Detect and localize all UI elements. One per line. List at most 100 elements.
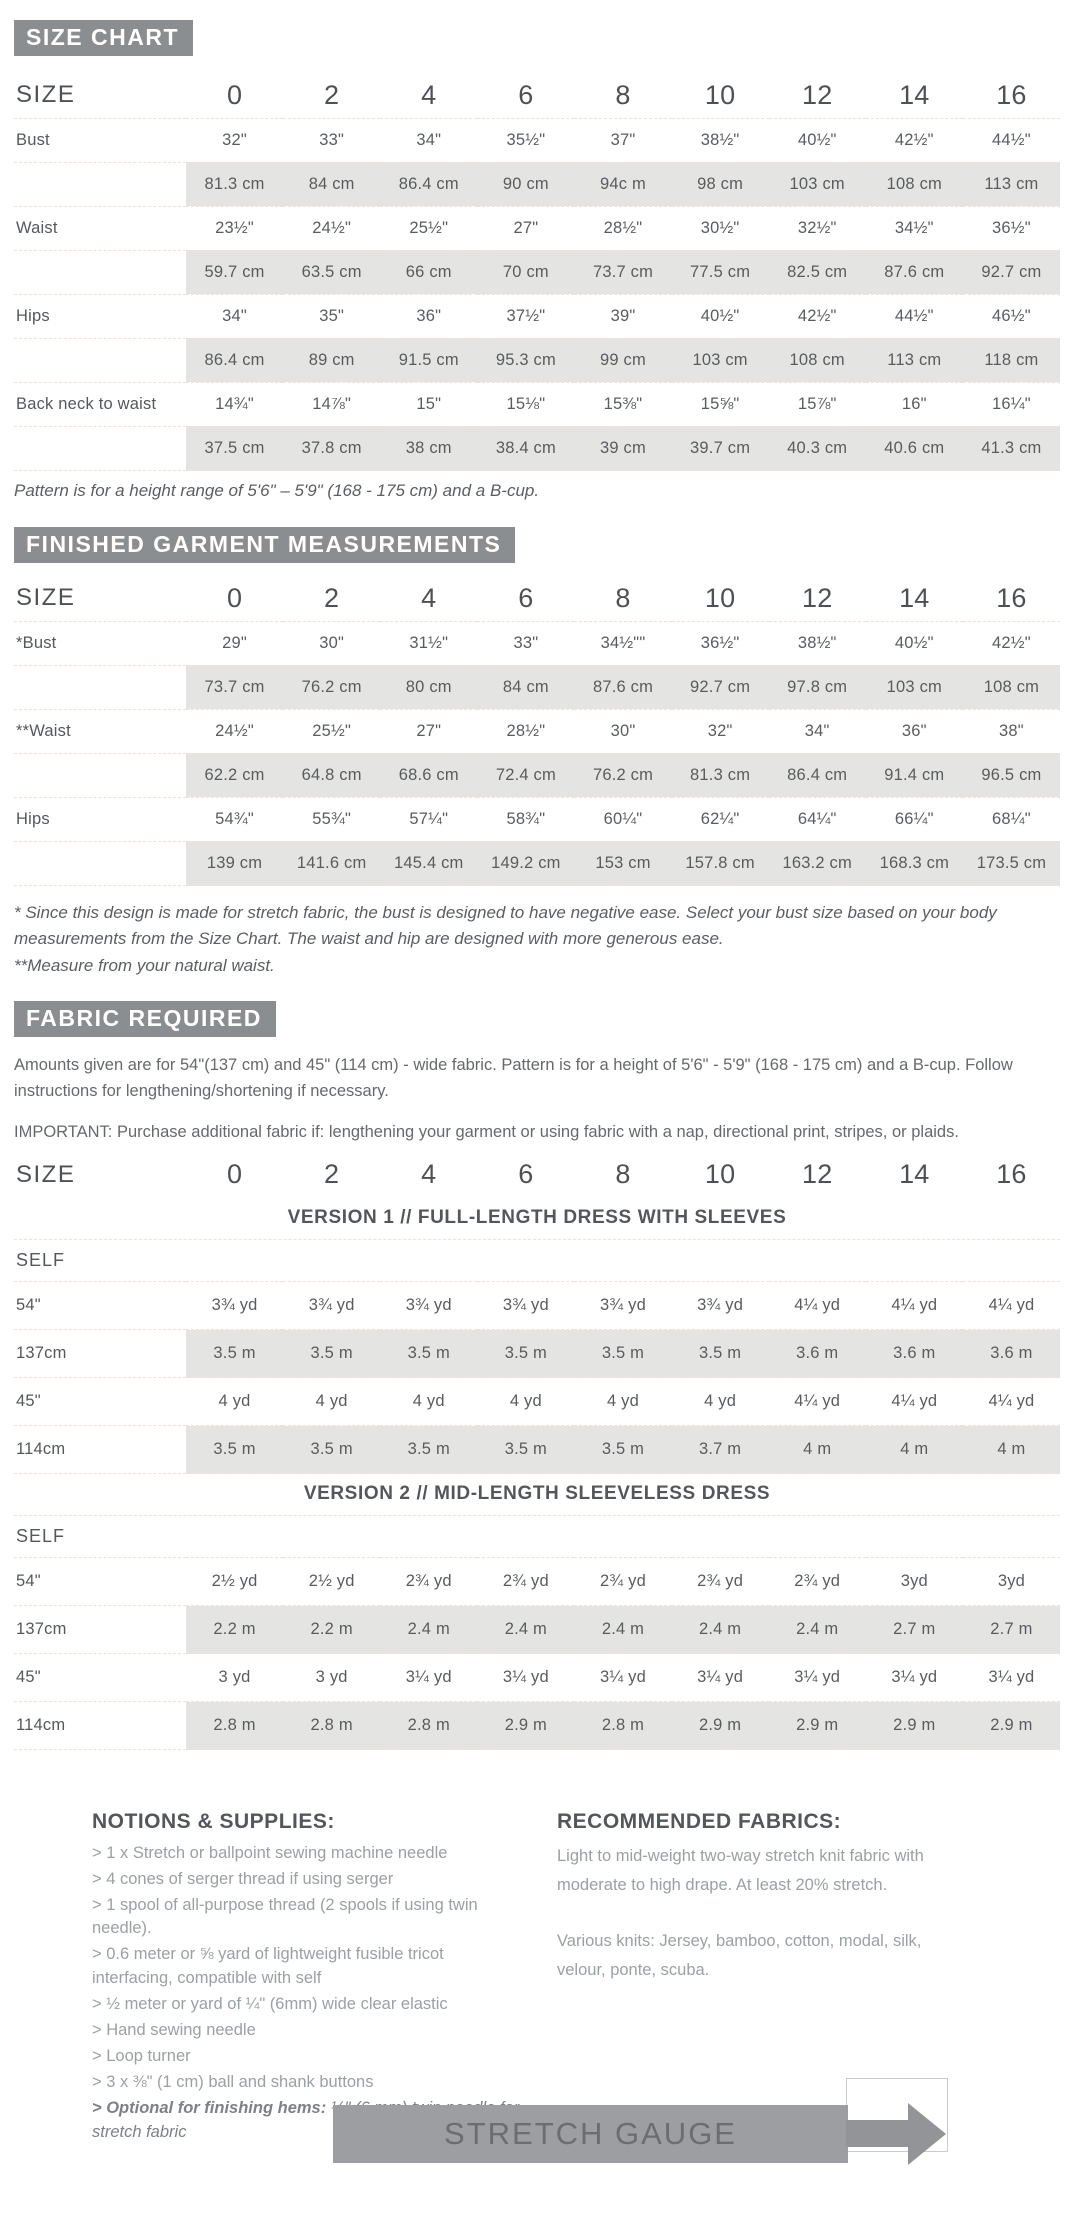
row-label: 137cm (14, 1606, 186, 1654)
fabric-value-cell: 3¼ yd (768, 1654, 866, 1702)
fabric-value-cell: 2.8 m (283, 1701, 381, 1750)
empty-cell (574, 1240, 672, 1282)
inches-value-cell: 14¾" (186, 382, 284, 426)
size-column-header: 2 (324, 582, 340, 613)
fabric-value-cell: 2.9 m (962, 1701, 1060, 1750)
inches-value-cell: 36" (865, 709, 963, 753)
inches-value-cell: 34" (380, 118, 478, 162)
fabric-amount-row: 137cm 2.2 m 2.2 m 2.4 m 2.4 m 2.4 m 2.4 m 2.4 m… (14, 1605, 1060, 1654)
cm-value-cell: 73.7 cm (574, 250, 672, 294)
inches-value-cell: 28½" (574, 206, 672, 250)
self-label: SELF (14, 1240, 186, 1282)
measurement-row-cm: 59.7 cm 63.5 cm 66 cm 70 cm 73.7 cm 77.5 cm 82… (14, 250, 1060, 294)
cm-value-cell: 63.5 cm (283, 250, 381, 294)
measurement-row-inches: Hips 54¾" 55¾" 57¼" 58¾" 60¼" 62¼" 64¼" 66¼" 68¼" (14, 797, 1060, 841)
inches-value-cell: 40½" (768, 118, 866, 162)
fabric-value-cell: 3.5 m (574, 1425, 672, 1474)
empty-cell (186, 1240, 284, 1282)
fabric-value-cell: 2.9 m (477, 1701, 575, 1750)
self-label: SELF (14, 1516, 186, 1558)
empty-cell (380, 1516, 478, 1558)
fabric-value-cell: 2¾ yd (380, 1558, 478, 1606)
cm-value-cell: 38 cm (380, 426, 478, 471)
row-label-spacer (14, 162, 186, 206)
recommended-fabrics-title: RECOMMENDED FABRICS: (557, 1809, 842, 1833)
empty-cell (671, 1516, 769, 1558)
notion-item: > 0.6 meter or ⅝ yard of lightweight fus… (92, 1945, 444, 1988)
fabric-value-cell: 2¾ yd (671, 1558, 769, 1606)
row-label-spacer (14, 426, 186, 471)
empty-cell (283, 1240, 381, 1282)
size-column-header: 8 (615, 1159, 631, 1190)
inches-value-cell: 30" (283, 621, 381, 665)
size-column-header: 12 (801, 79, 833, 110)
inches-value-cell: 44½" (962, 118, 1060, 162)
cm-value-cell: 145.4 cm (380, 841, 478, 886)
fabric-amount-row: 45" 4 yd 4 yd 4 yd 4 yd 4 yd 4 yd 4¼ yd 4¼ yd 4¼ … (14, 1378, 1060, 1426)
inches-value-cell: 15⅝" (671, 382, 769, 426)
cm-value-cell: 98 cm (671, 162, 769, 206)
notions-column: NOTIONS & SUPPLIES: > 1 x Stretch or bal… (92, 1810, 522, 2147)
cm-value-cell: 153 cm (574, 841, 672, 886)
size-column-header: 4 (421, 582, 437, 613)
fabric-value-cell: 3.5 m (186, 1329, 284, 1378)
cm-value-cell: 91.4 cm (865, 753, 963, 797)
inches-value-cell: 34" (186, 294, 284, 338)
recommended-fabrics-column: RECOMMENDED FABRICS: Light to mid-weight… (557, 1810, 957, 2147)
fabric-value-cell: 2.2 m (186, 1605, 284, 1654)
fabric-value-cell: 4 yd (380, 1378, 478, 1426)
fabric-value-cell: 2½ yd (283, 1558, 381, 1606)
size-column-header: 0 (226, 1159, 243, 1190)
fabric-value-cell: 4¼ yd (865, 1282, 963, 1330)
cm-value-cell: 139 cm (186, 841, 284, 886)
inches-value-cell: 31½" (380, 621, 478, 665)
inches-value-cell: 30" (574, 709, 672, 753)
inches-value-cell: 35" (283, 294, 381, 338)
notion-item: > 4 cones of serger thread if using serg… (92, 1869, 394, 1888)
cm-value-cell: 92.7 cm (671, 665, 769, 709)
fabric-value-cell: 4¼ yd (865, 1378, 963, 1426)
cm-value-cell: 66 cm (380, 250, 478, 294)
size-chart-table: SIZE 0 2 4 6 8 10 12 14 16 Bust 32" 33" 34" 35½" 37" 38½… (14, 72, 1060, 471)
size-column-header: 0 (226, 582, 243, 613)
inches-value-cell: 46½" (962, 294, 1060, 338)
notion-item: > 3 x ⅜" (1 cm) ball and shank buttons (92, 2073, 374, 2092)
cm-value-cell: 87.6 cm (574, 665, 672, 709)
row-label: Bust (14, 118, 186, 162)
inches-value-cell: 34" (768, 709, 866, 753)
fabric-value-cell: 3.5 m (671, 1329, 769, 1378)
cm-value-cell: 77.5 cm (671, 250, 769, 294)
inches-value-cell: 16¼" (962, 382, 1060, 426)
cm-value-cell: 108 cm (962, 665, 1060, 709)
cm-value-cell: 62.2 cm (186, 753, 284, 797)
fabric-value-cell: 4 yd (283, 1378, 381, 1426)
cm-value-cell: 76.2 cm (283, 665, 381, 709)
finished-footnote-waist: **Measure from your natural waist. (14, 955, 275, 975)
inches-value-cell: 29" (186, 621, 284, 665)
size-column-header: 16 (996, 79, 1027, 110)
cm-value-cell: 173.5 cm (962, 841, 1060, 886)
size-column-header: 4 (421, 79, 437, 110)
empty-cell (865, 1240, 963, 1282)
notion-item: > 1 spool of all-purpose thread (2 spool… (92, 1895, 478, 1938)
inches-value-cell: 39" (574, 294, 672, 338)
cm-value-cell: 99 cm (574, 338, 672, 382)
empty-cell (768, 1240, 866, 1282)
fabric-value-cell: 3¾ yd (671, 1282, 769, 1330)
size-column-header: 10 (704, 582, 736, 613)
fabric-required-table: SIZE 0 2 4 6 8 10 12 14 16 VERSION 1 // FULL-LENGT… (14, 1152, 1060, 1750)
stretch-gauge-arrow-icon (908, 2103, 946, 2165)
inches-value-cell: 32" (186, 118, 284, 162)
inches-value-cell: 64¼" (768, 797, 866, 841)
fabric-amount-row: 45" 3 yd 3 yd 3¼ yd 3¼ yd 3¼ yd 3¼ yd 3¼ yd 3¼ y… (14, 1654, 1060, 1702)
finished-measurements-badge: FINISHED GARMENT MEASUREMENTS (14, 527, 516, 563)
fabric-value-cell: 2.8 m (574, 1701, 672, 1750)
inches-value-cell: 38½" (768, 621, 866, 665)
size-column-header: 4 (421, 1159, 437, 1190)
fabric-value-cell: 3.5 m (574, 1329, 672, 1378)
cm-value-cell: 81.3 cm (671, 753, 769, 797)
fabric-value-cell: 3¾ yd (574, 1282, 672, 1330)
recommended-fabrics-paragraph: Light to mid-weight two-way stretch knit… (557, 1846, 924, 1894)
stretch-gauge-arrow-stem (846, 2120, 908, 2147)
cm-value-cell: 87.6 cm (865, 250, 963, 294)
